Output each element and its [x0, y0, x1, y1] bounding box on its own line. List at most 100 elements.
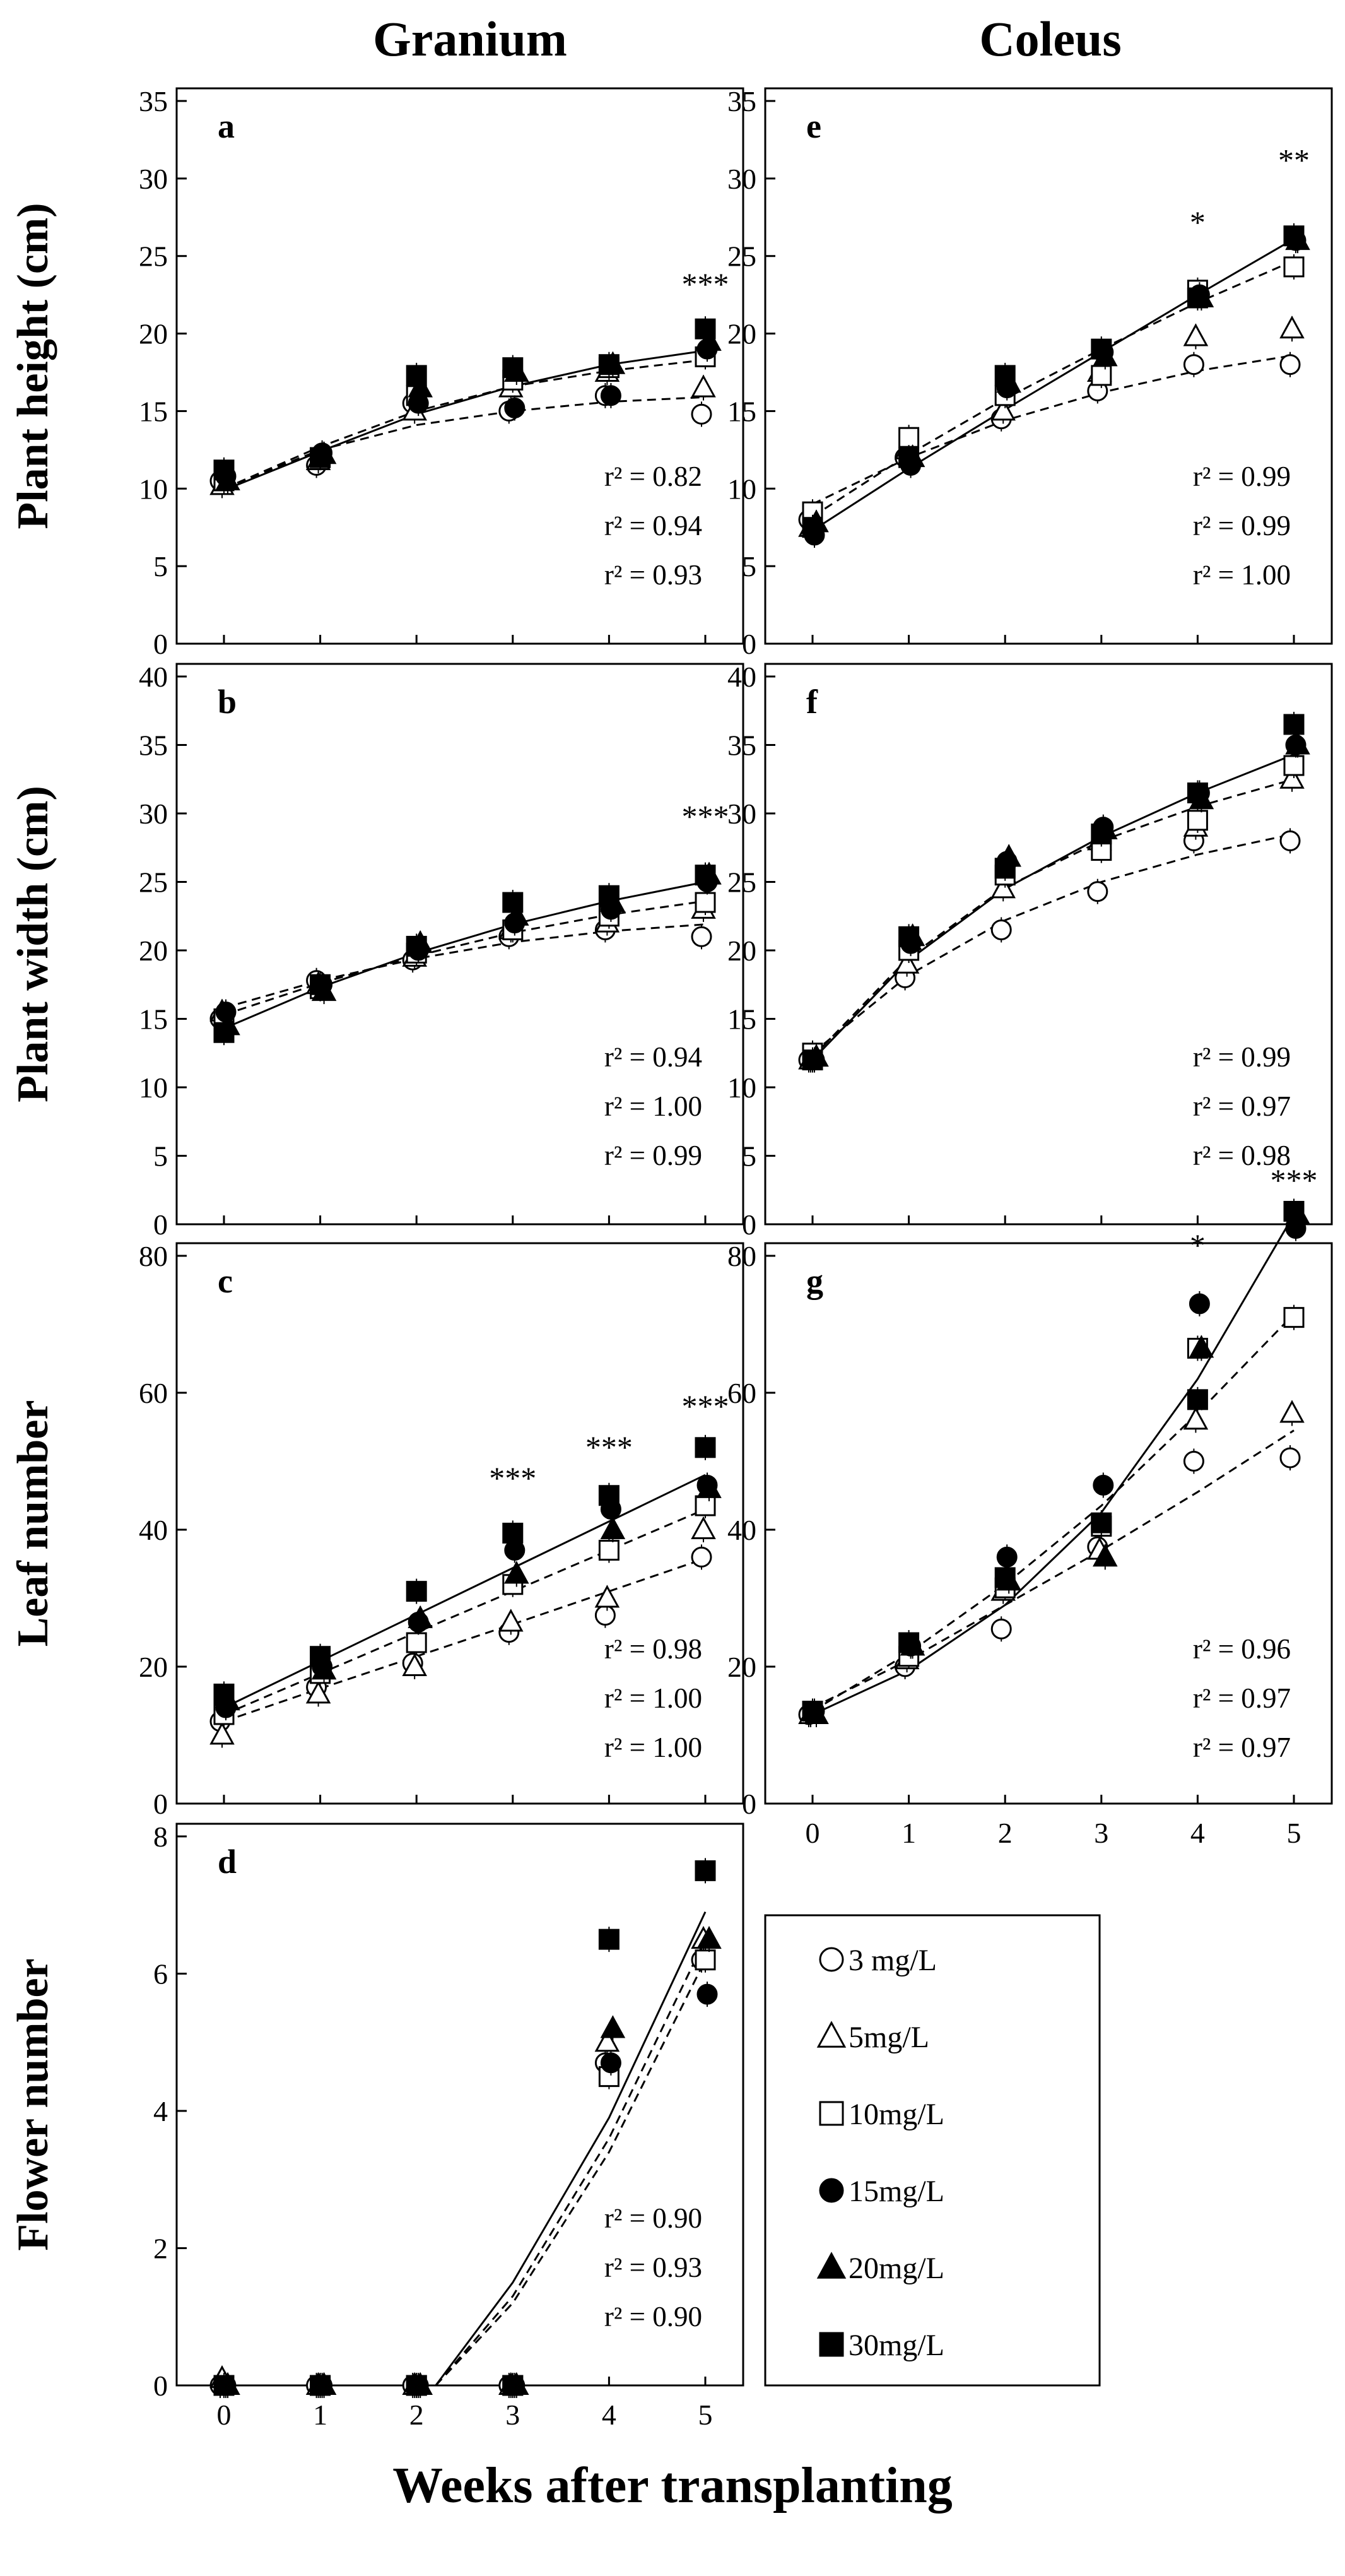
y-tick-label: 15: [139, 395, 168, 427]
data-point: [406, 1581, 427, 1602]
fit-line: [812, 833, 1295, 1054]
fit-line: [811, 753, 1295, 1061]
x-tick-label: 1: [313, 2399, 327, 2431]
y-tick-label: 25: [139, 240, 168, 273]
r-squared-label: r² = 0.94: [604, 510, 702, 541]
data-point: [305, 1681, 331, 1704]
y-tick-label: 40: [727, 661, 756, 693]
data-point: [996, 1546, 1018, 1568]
data-point: [310, 1646, 331, 1667]
x-tick-label: 5: [698, 2399, 713, 2431]
data-point: [502, 2375, 524, 2396]
y-tick-label: 10: [727, 1072, 756, 1104]
y-tick-label: 0: [742, 628, 756, 660]
data-point: [504, 398, 526, 419]
legend-marker: [819, 1947, 844, 1972]
data-point: [691, 374, 716, 398]
data-point: [1187, 810, 1208, 831]
fit-line: [435, 1959, 707, 2387]
data-point: [504, 1561, 529, 1584]
y-tick-label: 0: [153, 1208, 168, 1241]
y-tick-label: 20: [139, 318, 168, 350]
fit-line: [223, 1557, 706, 1723]
r-squared-label: r² = 0.94: [604, 1041, 702, 1073]
data-point: [802, 1049, 823, 1071]
fit-line: [223, 1474, 706, 1709]
panel-letter: d: [218, 1843, 237, 1881]
r-squared-label: r² = 0.97: [1193, 1090, 1291, 1122]
y-tick-label: 0: [742, 1208, 756, 1241]
r-squared-label: r² = 0.93: [604, 2252, 702, 2283]
data-point: [504, 1540, 526, 1561]
x-tick-label: 0: [806, 1817, 820, 1849]
data-point: [311, 1657, 337, 1680]
data-point: [598, 354, 620, 375]
y-tick-label: 10: [139, 1072, 168, 1104]
data-point: [408, 374, 433, 398]
r-squared-label: r² = 0.98: [604, 1633, 702, 1665]
fit-line: [223, 350, 706, 492]
x-tick-label: 3: [1094, 1817, 1108, 1849]
y-axis-title: Plant height (cm): [9, 203, 57, 529]
y-tick-label: 15: [727, 395, 756, 427]
data-point: [406, 365, 427, 386]
r-squared-label: r² = 0.97: [1193, 1732, 1291, 1763]
data-point: [594, 1605, 616, 1626]
significance-label: ***: [489, 1460, 536, 1496]
panel-d: 0 2 4 6 8 0 1 2 3 4 5 Flower number d r² = 0.90 r² = 0…: [9, 1821, 744, 2431]
data-point: [898, 1632, 920, 1653]
x-tick-label: 2: [998, 1817, 1013, 1849]
data-point: [1093, 1544, 1118, 1567]
y-tick-label: 80: [139, 1240, 168, 1272]
r-squared-label: r² = 0.82: [604, 461, 702, 492]
data-point: [213, 1683, 235, 1705]
panel-letter: c: [218, 1262, 233, 1300]
data-point: [406, 1632, 427, 1653]
legend-frame: [764, 1914, 1101, 2387]
data-point: [594, 1585, 620, 1608]
data-point: [990, 398, 1016, 421]
y-tick-label: 2: [153, 2233, 168, 2265]
data-point: [1187, 1389, 1208, 1410]
y-tick-label: 5: [153, 1140, 168, 1173]
data-point: [600, 2015, 626, 2038]
panel-letter: e: [806, 107, 821, 145]
data-point: [1279, 765, 1305, 789]
panel-letter: a: [218, 107, 235, 145]
data-point: [402, 1653, 427, 1676]
data-point: [696, 1926, 722, 1949]
data-point: [695, 1495, 716, 1516]
data-point: [310, 447, 331, 468]
r-squared-label: r² = 1.00: [1193, 559, 1291, 591]
r-squared-label: r² = 0.93: [604, 559, 702, 591]
x-axis-title: Weeks after transplanting: [392, 2458, 952, 2514]
data-point: [213, 459, 235, 481]
panel-frame: [175, 1242, 744, 1805]
data-point: [1087, 881, 1108, 902]
data-point: [990, 919, 1012, 940]
y-tick-label: 40: [139, 1514, 168, 1546]
data-point: [209, 1722, 235, 1745]
data-point: [600, 2052, 621, 2074]
data-point: [1283, 1200, 1305, 1222]
data-point: [695, 865, 716, 886]
y-axis-title: Plant width (cm): [9, 786, 57, 1102]
y-tick-label: 15: [727, 1003, 756, 1036]
data-point: [691, 403, 712, 425]
r-squared-label: r² = 0.99: [1193, 1041, 1291, 1073]
data-point: [600, 1516, 626, 1539]
panel-a: 0 5 10 15 20 25 30 35 Plant height (cm) a *** r² = …: [9, 85, 744, 660]
legend-item-label: 30mg/L: [849, 2329, 944, 2362]
data-point: [898, 427, 920, 448]
fit-line: [435, 1939, 707, 2386]
y-tick-label: 60: [727, 1377, 756, 1409]
significance-label: *: [1190, 204, 1206, 240]
panel-frame: [764, 663, 1333, 1226]
data-point: [1279, 316, 1305, 339]
data-point: [504, 902, 529, 926]
data-point: [802, 517, 823, 538]
data-point: [1091, 338, 1112, 360]
r-squared-label: r² = 0.98: [1193, 1140, 1291, 1171]
